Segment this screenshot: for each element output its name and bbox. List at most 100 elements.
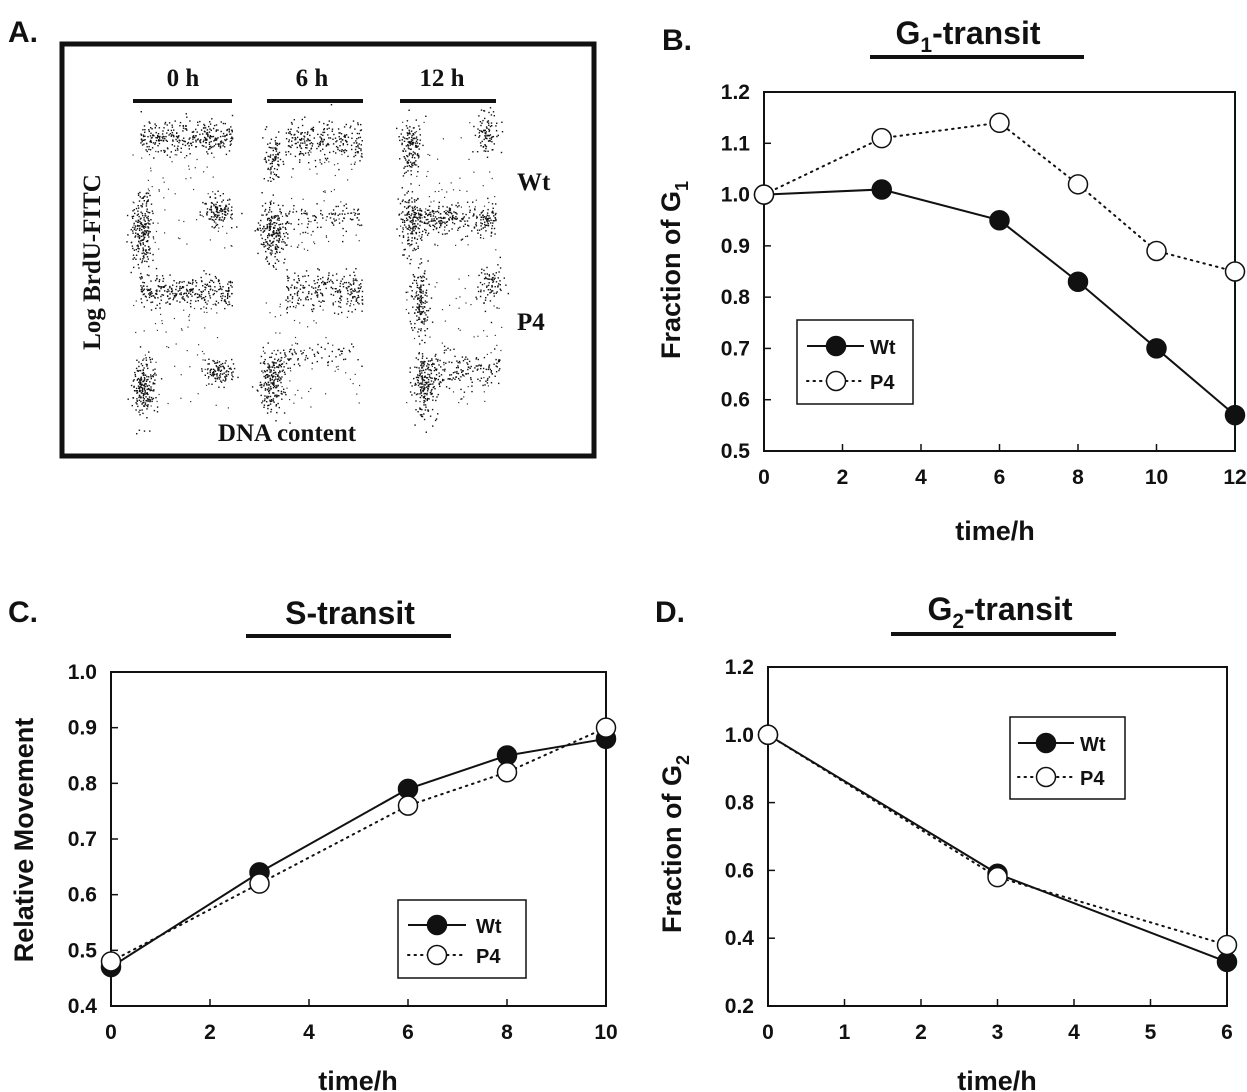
flow-dot	[403, 206, 406, 208]
flow-dot	[407, 190, 409, 193]
flow-dot	[312, 287, 315, 289]
flow-dot	[436, 222, 438, 224]
flow-dot	[481, 122, 483, 124]
flow-dot	[156, 411, 159, 413]
flow-dot	[420, 288, 422, 291]
flow-dot	[211, 226, 213, 228]
flow-dot	[421, 306, 423, 308]
flow-dot	[148, 223, 150, 225]
flow-dot	[490, 232, 493, 234]
flow-dot	[415, 232, 417, 235]
flow-dot	[227, 373, 229, 376]
flow-dot	[139, 225, 141, 227]
flow-dot	[228, 287, 230, 289]
flow-dot	[140, 384, 143, 386]
flow-dot	[150, 140, 152, 142]
flow-dot	[215, 373, 217, 375]
flow-dot	[154, 127, 156, 129]
flow-dot	[143, 225, 146, 228]
flow-dot	[204, 124, 206, 127]
flow-dot	[152, 383, 154, 385]
flow-dot	[217, 367, 219, 370]
flow-dot	[401, 200, 404, 203]
chart-b-y-label: Fraction of G1	[656, 181, 692, 359]
flow-dot	[341, 311, 343, 314]
flow-dot	[286, 387, 288, 389]
flow-dot	[414, 327, 416, 329]
flow-dot	[276, 366, 278, 368]
flow-dot	[463, 375, 465, 377]
flow-dot	[196, 354, 199, 356]
flow-dot	[405, 217, 408, 219]
flow-dot	[416, 379, 419, 381]
flow-dot	[433, 381, 435, 383]
flow-dot	[412, 227, 414, 230]
flow-dot	[355, 268, 357, 270]
flow-dot	[357, 152, 359, 154]
flow-dot	[145, 359, 148, 361]
flow-dot	[146, 398, 149, 400]
flow-dot	[279, 228, 282, 230]
flow-dot	[316, 226, 319, 229]
flow-dot	[269, 239, 271, 242]
flow-dot	[415, 294, 418, 297]
flow-dot	[145, 232, 148, 234]
flow-dot	[141, 403, 143, 405]
flow-panel: 0 h 6 h 12 h Wt P4 Log BrdU-FITC DNA con…	[59, 41, 597, 459]
flow-dot	[339, 149, 341, 152]
flow-dot	[280, 211, 282, 214]
x-tick-label: 4	[303, 1021, 315, 1044]
flow-dot	[356, 279, 358, 282]
flow-dot	[229, 140, 231, 143]
flow-dot	[445, 209, 447, 212]
flow-dot	[414, 157, 416, 159]
flow-dot	[263, 243, 265, 246]
flow-dot	[190, 142, 192, 145]
flow-dot	[271, 374, 273, 377]
flow-dot	[411, 156, 414, 159]
flow-dot	[187, 326, 189, 328]
flow-dot	[215, 215, 217, 217]
flow-dot	[327, 364, 329, 367]
chart-b: G1-transit Fraction of G1 time/h 0 2 4 6 8 10…	[656, 15, 1247, 546]
flow-dot	[356, 297, 359, 299]
flow-dot	[157, 151, 159, 153]
flow-dot	[424, 409, 427, 411]
flow-dot	[215, 208, 218, 210]
flow-dot	[228, 288, 230, 290]
flow-dot	[225, 374, 227, 376]
chart-c-legend-wt-label: Wt	[476, 916, 502, 938]
flow-dot	[486, 135, 488, 137]
flow-dot	[419, 290, 421, 293]
flow-dot	[301, 132, 303, 134]
flow-dot	[265, 374, 268, 376]
flow-dot	[198, 344, 200, 346]
flow-dot	[454, 218, 456, 220]
flow-dot	[273, 369, 275, 371]
flow-dot	[412, 229, 414, 231]
flow-dot	[424, 341, 426, 344]
flow-dot	[142, 369, 144, 372]
flow-dot	[487, 284, 490, 287]
flow-dot	[496, 135, 498, 138]
flow-dot	[300, 142, 302, 144]
flow-dot	[146, 260, 148, 263]
flow-dot	[424, 330, 426, 332]
flow-dot	[142, 129, 144, 131]
flow-dot	[293, 349, 295, 351]
flow-dot	[312, 230, 314, 233]
flow-dot	[438, 372, 440, 374]
flow-dot	[139, 396, 142, 399]
flow-dot	[214, 286, 216, 288]
flow-dot	[171, 132, 174, 134]
flow-dot	[139, 386, 141, 388]
flow-dot	[354, 128, 356, 130]
flow-dot	[413, 230, 415, 232]
flow-dot	[418, 299, 421, 301]
flow-dot	[414, 249, 416, 251]
flow-dot	[136, 398, 138, 400]
flow-dot	[162, 137, 164, 140]
flow-dot	[360, 144, 362, 146]
flow-dot	[146, 251, 148, 254]
flow-dot	[437, 158, 439, 160]
